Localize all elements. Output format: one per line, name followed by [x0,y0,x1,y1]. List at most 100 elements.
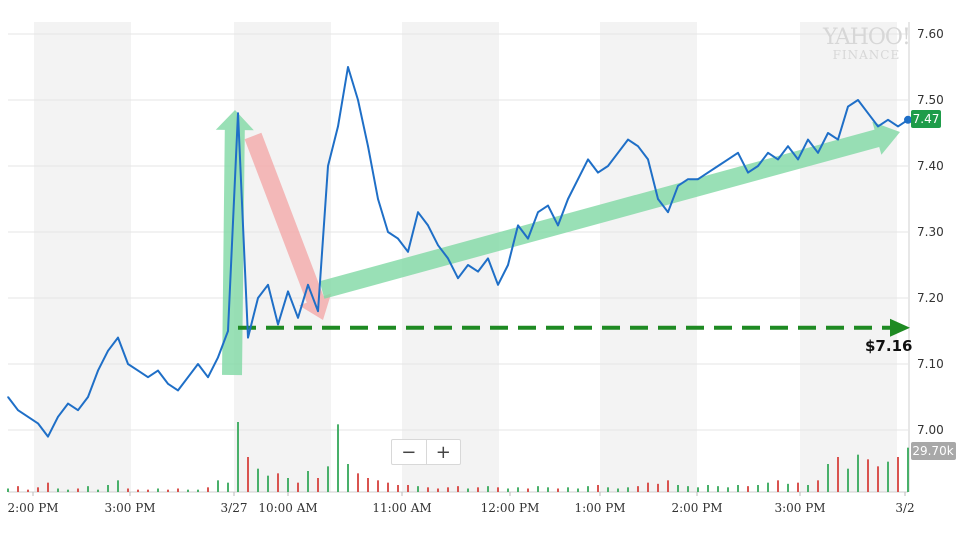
price-point-28 [287,290,289,293]
volume-bar-84 [847,468,849,492]
volume-bar-9 [97,489,99,492]
zoom-out-button[interactable]: − [401,441,417,463]
volume-bar-63 [637,486,639,492]
volume-bar-36 [367,478,369,492]
price-point-30 [307,284,309,286]
volume-bar-61 [617,488,619,492]
price-point-68 [687,178,689,180]
x-tick-label-2: 3/27 [221,501,248,515]
volume-bar-79 [797,482,799,492]
price-point-50 [507,264,509,266]
zoom-in-button[interactable]: + [425,440,461,464]
volume-bar-42 [427,487,429,492]
volume-bar-47 [477,487,479,492]
price-point-44 [447,257,449,260]
volume-bar-65 [657,483,659,492]
price-point-8 [87,396,89,398]
volume-bar-57 [577,488,579,492]
y-tick-label-6: 7.00 [917,423,944,437]
volume-bar-35 [357,473,359,492]
price-point-16 [167,383,169,385]
price-point-7 [77,409,79,412]
y-tick-label-4: 7.20 [917,291,944,305]
volume-bar-89 [897,457,899,492]
volume-bar-53 [537,486,539,492]
volume-bar-82 [827,464,829,492]
volume-bar-52 [527,488,529,492]
price-point-61 [617,152,619,154]
volume-bar-59 [597,485,599,492]
price-point-39 [397,237,399,240]
price-point-12 [127,363,129,365]
volume-bar-3 [37,487,39,492]
price-point-27 [277,323,279,326]
volume-bar-78 [787,483,789,492]
volume-bar-14 [147,489,149,492]
price-point-85 [857,99,859,101]
price-point-33 [337,125,339,128]
trend-arrow-down [244,132,332,320]
price-point-87 [877,125,879,128]
price-point-38 [387,231,389,233]
volume-bar-22 [227,482,229,492]
price-point-51 [517,224,519,227]
price-point-15 [157,369,159,372]
volume-bar-39 [397,485,399,492]
volume-bar-10 [107,485,109,492]
price-point-66 [667,211,669,213]
volume-bar-83 [837,457,839,492]
price-point-34 [347,66,349,68]
price-point-81 [817,152,819,154]
price-point-55 [557,224,559,227]
volume-bar-60 [607,487,609,492]
volume-bar-56 [567,487,569,492]
volume-bar-66 [667,480,669,492]
volume-bar-37 [377,480,379,492]
price-point-25 [257,297,259,299]
watermark-line2: FINANCE [832,48,901,62]
price-point-59 [597,171,599,174]
price-point-18 [187,376,189,379]
volume-bar-88 [887,461,889,492]
volume-bar-20 [207,487,209,492]
volume-bar-32 [327,466,329,492]
price-point-56 [567,198,569,200]
volume-bar-30 [307,471,309,492]
price-point-36 [367,145,369,147]
y-tick-label-2: 7.40 [917,159,944,173]
price-point-45 [457,277,459,280]
price-point-86 [867,112,869,114]
price-point-40 [407,251,409,253]
volume-bar-23 [237,422,239,492]
volume-bar-72 [727,487,729,492]
x-tick-label-9: 3/2 [895,501,914,515]
price-point-14 [147,376,149,379]
price-point-65 [657,198,659,200]
price-point-47 [477,270,479,273]
volume-bar-58 [587,486,589,492]
price-point-49 [497,284,499,286]
price-point-37 [377,198,379,200]
price-point-19 [197,363,199,365]
volume-bar-12 [127,488,129,492]
volume-bar-48 [487,486,489,492]
volume-bar-64 [647,482,649,492]
background-band-0 [34,22,131,492]
price-point-80 [807,138,809,141]
price-point-6 [67,402,69,405]
volume-bar-34 [347,464,349,492]
price-point-57 [577,178,579,180]
price-point-54 [547,204,549,207]
price-point-21 [217,356,219,359]
volume-bar-80 [807,485,809,492]
price-point-17 [177,389,179,392]
volume-bar-15 [157,488,159,492]
x-tick-label-5: 12:00 PM [481,501,540,515]
last-price-badge-label: 7.47 [913,112,940,126]
price-point-26 [267,284,269,286]
price-point-5 [57,416,59,418]
price-point-79 [797,158,799,161]
price-point-11 [117,336,119,339]
volume-bar-29 [297,482,299,492]
volume-bar-87 [877,466,879,492]
